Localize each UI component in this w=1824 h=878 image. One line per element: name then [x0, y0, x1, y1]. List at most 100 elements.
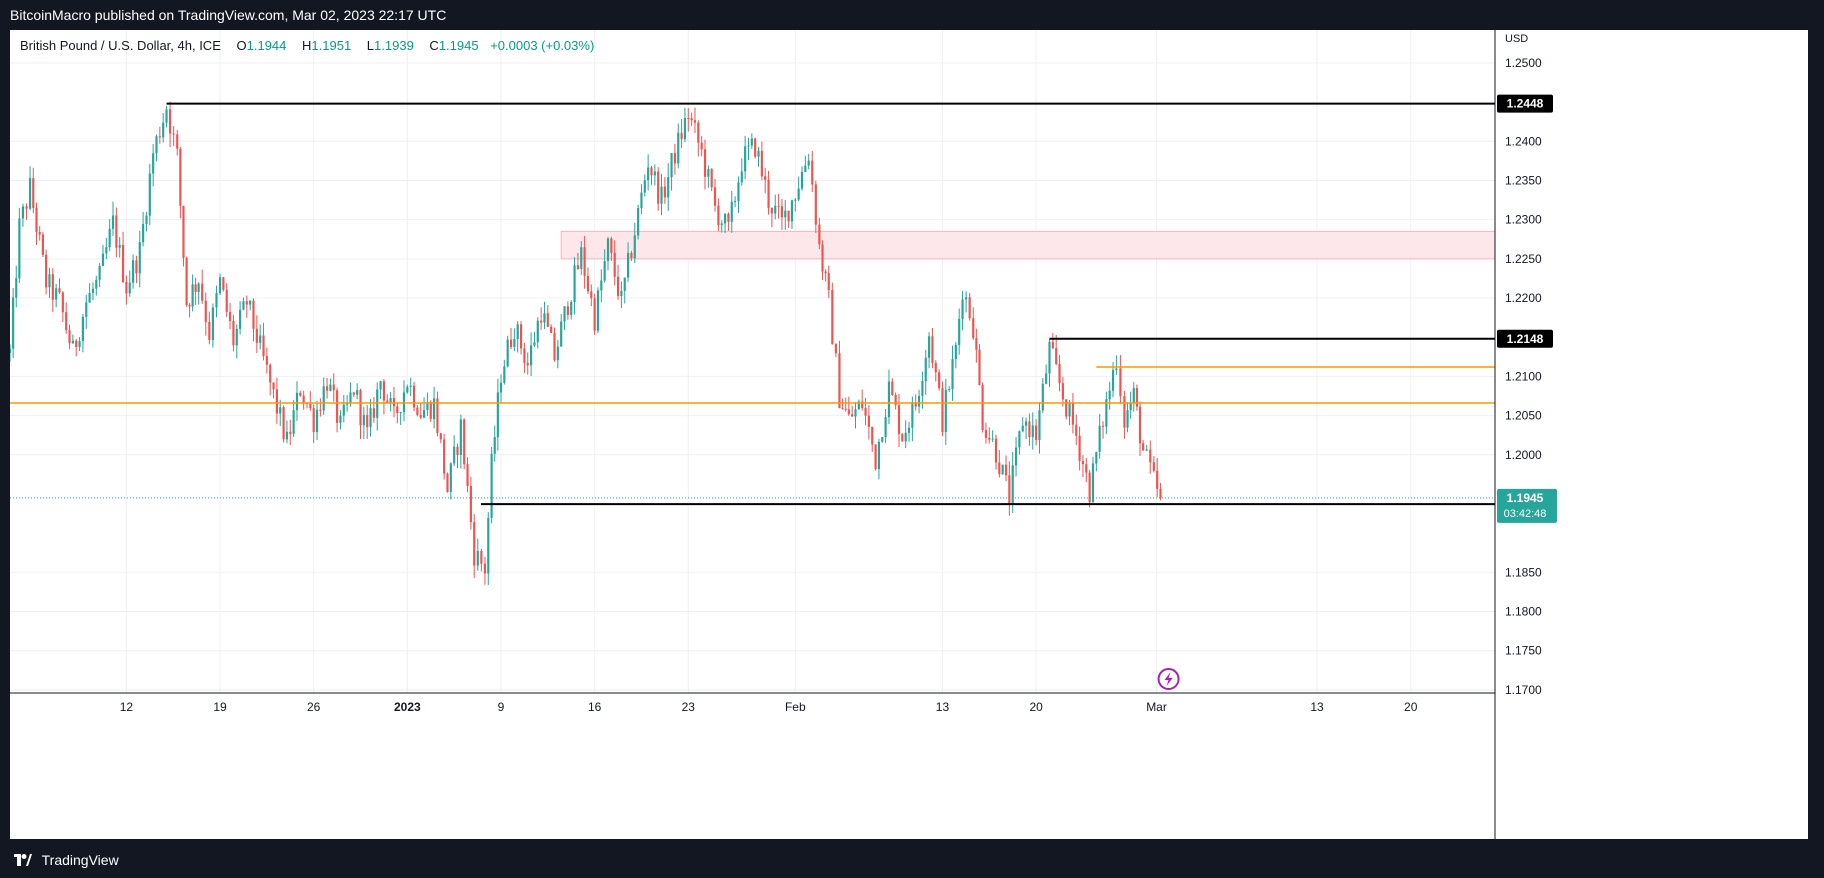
candle-body [620, 290, 623, 296]
candle-body [790, 200, 794, 222]
candle-body [179, 148, 182, 206]
candle-body [1101, 425, 1105, 427]
candle-body [703, 149, 707, 177]
candle-body [272, 382, 275, 390]
chart-frame[interactable]: 1.2500 1.2400 1.2350 1.2300 1.2250 1.2200 1.21… [10, 30, 1808, 839]
candle-body [249, 300, 252, 305]
y-tick-label: 1.2050 [1505, 409, 1542, 423]
candle-body [172, 133, 175, 135]
candle-body [924, 357, 927, 381]
candle-body [128, 282, 131, 294]
candle-body [1014, 447, 1018, 466]
candle-body [426, 402, 429, 411]
candle-body [660, 186, 663, 204]
candle-body [734, 201, 737, 203]
candle-body [814, 184, 817, 225]
candle-body [921, 380, 924, 396]
candle-body [540, 320, 543, 323]
candle-body [1001, 464, 1004, 475]
candle-body [623, 277, 626, 291]
candle-body [65, 312, 68, 331]
candle-body [211, 307, 214, 341]
candle-body [466, 464, 469, 486]
candle-body [757, 150, 760, 157]
level-price-label: 1.2448 [1507, 97, 1544, 111]
last-price-label: 1.1945 [1507, 491, 1544, 505]
candle-body [720, 223, 723, 226]
supply-zone[interactable] [560, 230, 1496, 260]
x-tick-label: 19 [213, 700, 227, 714]
candle-body [877, 441, 881, 470]
candle-body [262, 335, 265, 357]
candle-body [38, 231, 41, 235]
x-tick-label: 16 [588, 700, 602, 714]
candle-body [770, 207, 773, 214]
candle-body [204, 300, 207, 322]
candle-body [824, 271, 827, 274]
candle-body [677, 132, 680, 164]
x-tick-label: 13 [936, 700, 950, 714]
lightning-event-icon[interactable] [1157, 668, 1180, 690]
y-tick-label: 1.1750 [1505, 644, 1542, 658]
candle-body [282, 407, 285, 440]
y-tick-label: 1.1700 [1505, 683, 1542, 697]
open-label: O [236, 38, 247, 53]
candle-body [509, 339, 513, 348]
candle-body [118, 244, 121, 248]
candle-body [831, 289, 834, 345]
drawn-lines[interactable] [10, 102, 1495, 506]
lightning-bolt-icon [1164, 672, 1173, 686]
candle-body [944, 389, 947, 433]
candle-body [794, 199, 797, 201]
candle-body [841, 408, 844, 410]
candle-body [981, 385, 984, 431]
candle-body [580, 247, 583, 269]
candle-body [1138, 406, 1142, 444]
candle-body [215, 293, 218, 308]
candle-body [690, 118, 693, 121]
candle-body [680, 132, 683, 140]
candle-body [32, 178, 35, 208]
candle-body [68, 330, 71, 344]
candle-body [285, 431, 289, 440]
candle-body [911, 402, 914, 428]
candle-body [459, 419, 462, 455]
candle-body [907, 427, 911, 433]
candle-body [105, 247, 108, 254]
candle-body [740, 171, 743, 183]
candle-body [201, 283, 204, 301]
grid [10, 30, 1495, 693]
candle-body [821, 244, 824, 272]
candle-body [496, 392, 499, 438]
candle-body [259, 335, 262, 343]
candle-body [1031, 425, 1034, 438]
candle-body [697, 122, 700, 143]
candle-body [760, 150, 763, 177]
candle-body [45, 254, 48, 288]
candle-body [1048, 341, 1051, 374]
candle-body [269, 364, 272, 383]
candle-body [556, 346, 559, 361]
candle-body [12, 297, 15, 349]
candle-body [713, 187, 717, 206]
y-tick-label: 1.2250 [1505, 252, 1542, 266]
candle-body [596, 290, 600, 331]
candle-body [988, 437, 991, 440]
low-label: L [366, 38, 375, 53]
candle-body [864, 408, 867, 416]
candle-body [208, 321, 211, 341]
candle-body [476, 550, 479, 566]
candlestick-chart[interactable]: 1.2500 1.2400 1.2350 1.2300 1.2250 1.2200 1.21… [10, 30, 1808, 839]
candle-body [51, 274, 54, 300]
candle-body [295, 392, 299, 411]
candle-body [1004, 464, 1008, 476]
candle-body [523, 348, 526, 363]
candle-body [255, 328, 258, 343]
candle-body [292, 410, 295, 435]
candle-body [994, 438, 998, 463]
candle-body [818, 224, 821, 245]
candle-body [834, 344, 837, 354]
candle-body [857, 401, 860, 410]
candle-body [576, 265, 579, 269]
extras [1157, 668, 1180, 690]
